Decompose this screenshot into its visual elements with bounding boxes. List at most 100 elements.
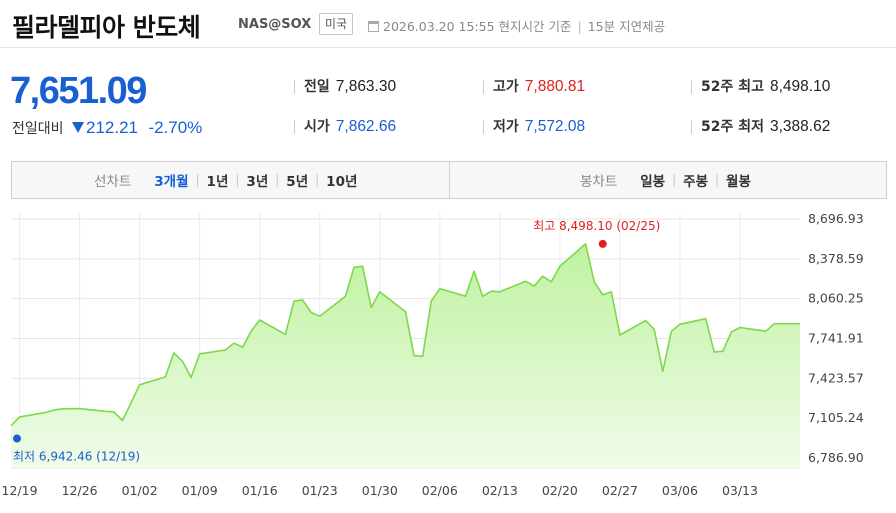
- x-tick-label: 12/19: [2, 483, 38, 498]
- stat-label: 52주 최저: [701, 119, 764, 135]
- delay-notice: 15분 지연제공: [587, 19, 666, 34]
- price-point: [43, 411, 47, 415]
- stat-value: 7,880.81: [524, 78, 586, 95]
- y-tick-label: 7,423.57: [808, 370, 864, 385]
- change-row: 전일대비 212.21 -2.70%: [12, 118, 202, 138]
- price-point: [421, 354, 425, 358]
- divider: |: [577, 19, 582, 34]
- stat-label: 52주 최고: [701, 79, 764, 95]
- current-price: 7,651.09: [10, 70, 147, 112]
- x-tick-label: 01/09: [182, 483, 218, 498]
- price-point: [704, 317, 708, 321]
- price-point: [181, 359, 185, 363]
- period-5y-button[interactable]: 5년: [286, 174, 309, 190]
- stat-high: 고가 7,880.81: [493, 76, 585, 96]
- price-chart: 8,696.93 8,378.59 8,060.25 7,741.91 7,423.57…: [2, 211, 864, 498]
- price-point: [798, 322, 802, 326]
- price-point: [309, 310, 313, 314]
- stat-value: 8,498.10: [770, 78, 831, 95]
- price-point: [558, 264, 562, 268]
- price-point: [241, 345, 245, 349]
- price-point: [498, 290, 502, 294]
- price-point: [9, 424, 13, 428]
- divider: |: [715, 173, 720, 187]
- stat-label: 저가: [493, 119, 519, 135]
- candle-chart-periods: 봉차트 일봉 | 주봉 | 월봉: [580, 162, 758, 198]
- price-point: [60, 407, 64, 411]
- period-3m-button[interactable]: 3개월: [154, 174, 189, 190]
- price-point: [163, 375, 167, 379]
- price-point: [283, 332, 287, 336]
- change-value: 212.21: [85, 118, 138, 137]
- x-tick-label: 03/06: [662, 483, 698, 498]
- price-point: [729, 330, 733, 334]
- change-label: 전일대비: [12, 121, 64, 137]
- ticker-symbol: NAS@SOX: [238, 17, 312, 32]
- page-header: 필라델피아 반도체 NAS@SOX 미국 2026.03.20 15:55 현지…: [0, 0, 896, 52]
- price-point: [721, 349, 725, 353]
- price-point: [712, 350, 716, 354]
- stat-divider: [294, 120, 295, 134]
- divider: |: [275, 173, 280, 187]
- timestamp: 2026.03.20 15:55 현지시간 기준: [383, 19, 572, 34]
- stat-value: 3,388.62: [770, 118, 831, 135]
- price-point: [592, 280, 596, 284]
- price-point: [18, 415, 22, 419]
- stat-label: 시가: [304, 119, 330, 135]
- price-point: [292, 299, 296, 303]
- period-3y-button[interactable]: 3년: [246, 174, 269, 190]
- page-title: 필라델피아 반도체: [12, 13, 201, 42]
- price-point: [481, 294, 485, 298]
- stat-52w-high: 52주 최고 8,498.10: [701, 76, 830, 96]
- stat-label: 전일: [304, 79, 330, 95]
- toolbar-divider: [449, 162, 450, 198]
- x-axis: 12/19 12/26 01/02 01/09 01/16 01/23 01/30 02/06…: [2, 483, 758, 498]
- price-point: [404, 310, 408, 314]
- stat-divider: [294, 80, 295, 94]
- daily-candle-button[interactable]: 일봉: [640, 174, 666, 190]
- price-point: [524, 279, 528, 283]
- header-divider: [0, 47, 896, 48]
- x-tick-label: 12/26: [62, 483, 98, 498]
- price-point: [120, 419, 124, 423]
- period-1y-button[interactable]: 1년: [206, 174, 229, 190]
- price-point: [198, 352, 202, 356]
- x-tick-label: 03/13: [722, 483, 758, 498]
- price-point: [644, 319, 648, 323]
- y-axis: 8,696.93 8,378.59 8,060.25 7,741.91 7,423.57…: [808, 211, 864, 465]
- stat-divider: [691, 120, 692, 134]
- high-point-marker: [598, 239, 607, 248]
- market-badge: 미국: [319, 13, 354, 35]
- price-point: [78, 407, 82, 411]
- period-10y-button[interactable]: 10년: [326, 174, 358, 190]
- price-point: [438, 287, 442, 291]
- divider: |: [195, 173, 200, 187]
- price-point: [232, 341, 236, 345]
- price-point: [112, 410, 116, 414]
- price-summary: 7,651.09 전일대비 212.21 -2.70% 전일 7,863.30 고…: [0, 56, 896, 146]
- weekly-candle-button[interactable]: 주봉: [683, 174, 708, 190]
- high-point-label: 최고 8,498.10 (02/25): [533, 219, 660, 233]
- stat-52w-low: 52주 최저 3,388.62: [701, 116, 830, 136]
- chart-toolbar: 선차트 3개월 | 1년 | 3년 | 5년 | 10년 봉차트 일봉 | 주봉 | 월봉: [11, 161, 887, 199]
- divider: |: [235, 173, 240, 187]
- timestamp-row: 2026.03.20 15:55 현지시간 기준 | 15분 지연제공: [368, 16, 665, 35]
- price-point: [223, 348, 227, 352]
- price-point: [669, 329, 673, 333]
- price-point: [472, 269, 476, 273]
- change-percent: -2.70%: [148, 118, 203, 137]
- x-tick-label: 01/02: [122, 483, 158, 498]
- price-point: [318, 314, 322, 318]
- x-tick-label: 02/13: [482, 483, 518, 498]
- price-point: [249, 329, 253, 333]
- stat-open: 시가 7,862.66: [304, 116, 396, 136]
- stat-divider: [483, 80, 484, 94]
- price-point: [352, 265, 356, 269]
- price-point: [789, 322, 793, 326]
- stat-low: 저가 7,572.08: [493, 116, 585, 136]
- calendar-icon: [368, 21, 379, 32]
- monthly-candle-button[interactable]: 월봉: [726, 174, 751, 190]
- line-chart-periods: 선차트 3개월 | 1년 | 3년 | 5년 | 10년: [94, 162, 364, 198]
- price-point: [541, 274, 545, 278]
- stat-divider: [483, 120, 484, 134]
